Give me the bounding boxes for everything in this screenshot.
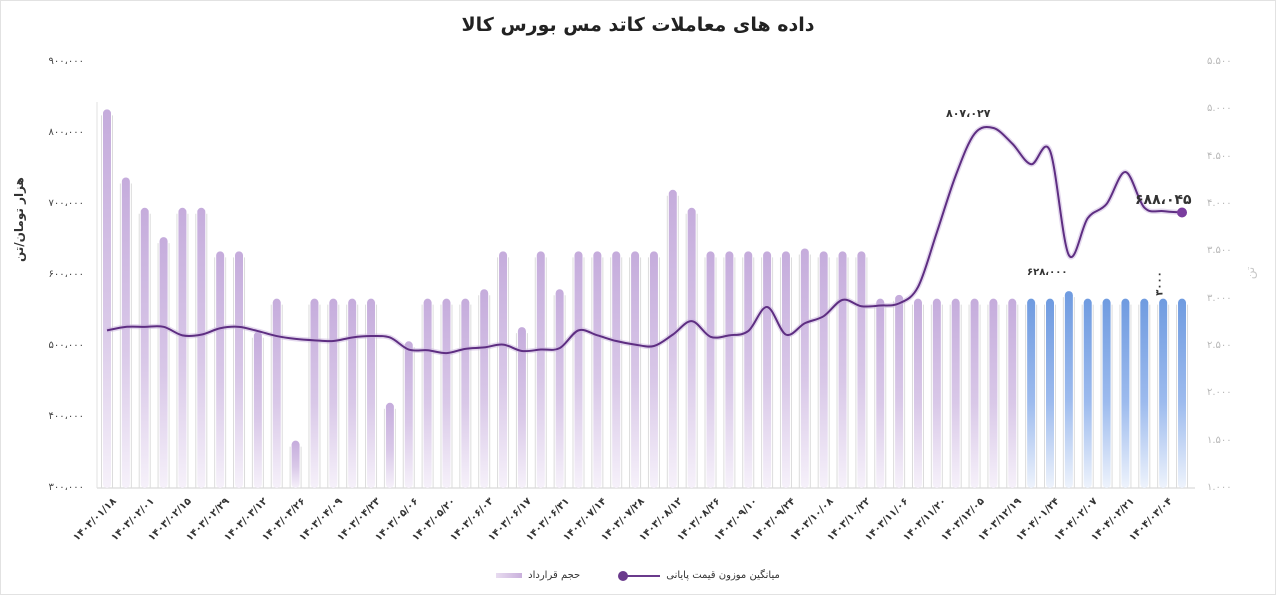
volume-bar bbox=[763, 251, 772, 488]
right-axis-tick: ۴.۰۰۰ bbox=[1207, 198, 1232, 209]
volume-bar bbox=[423, 298, 432, 488]
volume-bar bbox=[1046, 298, 1054, 488]
volume-bar bbox=[121, 177, 130, 488]
volume-bar bbox=[838, 251, 847, 488]
left-axis-tick: ۸۰۰،۰۰۰ bbox=[48, 127, 84, 138]
volume-bar bbox=[706, 251, 715, 488]
volume-bar bbox=[612, 251, 621, 488]
annotation-last-price: ۶۸۸،۰۴۵ bbox=[1135, 192, 1192, 208]
right-axis-tick: ۴.۵۰۰ bbox=[1207, 150, 1232, 162]
annotation-trough: ۶۲۸،۰۰۰ bbox=[1027, 267, 1068, 278]
volume-bar bbox=[895, 294, 904, 488]
right-axis-tick: ۳.۰۰۰ bbox=[1207, 292, 1232, 304]
volume-bar bbox=[103, 109, 111, 488]
left-axis-tick: ۴۰۰،۰۰۰ bbox=[48, 411, 84, 422]
legend: میانگین موزون قیمت پایانی حجم قرارداد bbox=[0, 570, 1276, 581]
volume-bar bbox=[1121, 298, 1130, 488]
annotation-peak: ۸۰۷،۰۲۷ bbox=[946, 107, 991, 120]
volume-bar bbox=[310, 298, 319, 488]
volume-bar bbox=[913, 298, 922, 488]
left-axis-tick: ۹۰۰،۰۰۰ bbox=[48, 56, 84, 67]
legend-line-label: میانگین موزون قیمت پایانی bbox=[666, 570, 780, 581]
volume-bar bbox=[1140, 298, 1149, 488]
left-axis-tick: ۶۰۰،۰۰۰ bbox=[48, 269, 84, 280]
volume-bar bbox=[649, 251, 658, 488]
volume-bar bbox=[329, 298, 338, 488]
volume-bar bbox=[404, 341, 413, 488]
volume-bar bbox=[442, 298, 451, 488]
volume-bar bbox=[272, 298, 281, 488]
volume-bar bbox=[744, 251, 753, 488]
volume-bar bbox=[536, 251, 545, 488]
volume-bar bbox=[725, 251, 734, 488]
volume-bar bbox=[1027, 298, 1036, 488]
volume-bar bbox=[1102, 298, 1111, 488]
volume-bar bbox=[1008, 298, 1017, 488]
volume-bar bbox=[1159, 298, 1168, 488]
right-axis-tick: ۲.۰۰۰ bbox=[1207, 387, 1232, 399]
volume-bar bbox=[668, 189, 677, 489]
right-axis-tick: ۵.۵۰۰ bbox=[1207, 56, 1232, 67]
volume-bar bbox=[178, 207, 187, 488]
volume-bar bbox=[989, 298, 998, 488]
right-axis-tick: ۵.۰۰۰ bbox=[1207, 103, 1232, 115]
volume-bar bbox=[385, 402, 394, 488]
volume-bar bbox=[970, 298, 979, 488]
line-marker-icon bbox=[618, 570, 661, 581]
right-axis-tick: ۱.۰۰۰ bbox=[1207, 482, 1232, 493]
volume-bar bbox=[461, 298, 470, 488]
annotation-volume: ۳۰۰۰ bbox=[1154, 271, 1166, 296]
volume-bar bbox=[140, 207, 149, 488]
legend-item-bar: حجم قرارداد bbox=[496, 570, 580, 581]
volume-bar bbox=[216, 251, 225, 488]
volume-bar bbox=[857, 251, 866, 488]
legend-bar-label: حجم قرارداد bbox=[528, 570, 581, 581]
volume-bar bbox=[480, 289, 489, 488]
volume-bar bbox=[800, 248, 809, 488]
volume-bar bbox=[593, 251, 602, 488]
volume-bar bbox=[1083, 298, 1092, 488]
volume-bar bbox=[555, 289, 564, 488]
volume-bar bbox=[1178, 298, 1187, 488]
legend-item-line: میانگین موزون قیمت پایانی bbox=[618, 570, 780, 581]
left-axis-tick: ۵۰۰،۰۰۰ bbox=[48, 340, 84, 351]
volume-bar bbox=[367, 298, 376, 488]
volume-bar bbox=[819, 251, 828, 488]
volume-bar bbox=[197, 207, 206, 488]
volume-bar bbox=[932, 298, 941, 488]
last-point-marker bbox=[1177, 207, 1188, 218]
volume-bar bbox=[631, 251, 640, 488]
volume-bar bbox=[499, 251, 508, 488]
volume-bar bbox=[235, 251, 244, 488]
volume-bar bbox=[348, 298, 357, 488]
volume-bar bbox=[951, 298, 960, 488]
chart-title: داده های معاملات کاتد مس بورس کالا bbox=[461, 14, 815, 36]
volume-bar bbox=[876, 298, 885, 488]
right-axis-tick: ۲.۵۰۰ bbox=[1207, 340, 1232, 351]
left-axis-tick: ۳۰۰،۰۰۰ bbox=[48, 482, 84, 493]
right-axis-tick: ۱.۵۰۰ bbox=[1207, 434, 1232, 446]
volume-bar bbox=[253, 331, 262, 488]
volume-bar bbox=[781, 251, 790, 488]
price-line bbox=[106, 125, 1183, 355]
volume-bar bbox=[159, 237, 168, 488]
bar-swatch-icon bbox=[496, 573, 523, 578]
volume-bar bbox=[687, 207, 696, 488]
left-axis-tick: ۷۰۰،۰۰۰ bbox=[48, 198, 84, 209]
volume-bar bbox=[291, 440, 300, 488]
volume-bar bbox=[574, 251, 583, 488]
volume-bar bbox=[1064, 291, 1073, 488]
right-axis-tick: ۳.۵۰۰ bbox=[1207, 245, 1232, 257]
volume-bar bbox=[517, 327, 526, 488]
